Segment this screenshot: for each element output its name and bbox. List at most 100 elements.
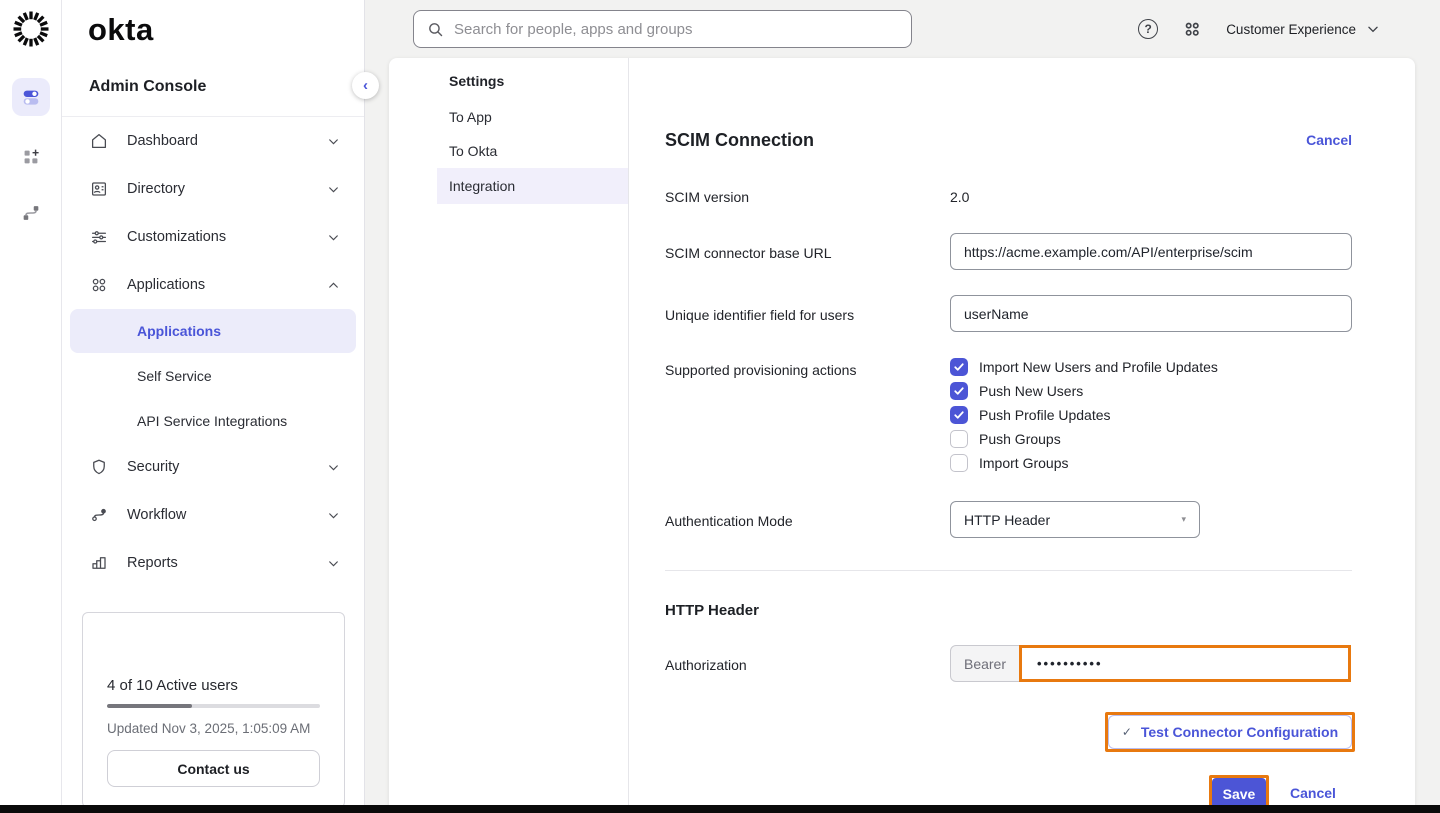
auth-mode-select[interactable]: HTTP Header ▾ [950,501,1200,538]
subnav-item-integration[interactable]: Integration [437,168,628,204]
sidebar-item-label: Reports [127,555,178,571]
search-input[interactable] [454,20,898,38]
checkbox-push-new-users[interactable]: Push New Users [950,382,1218,400]
sidebar-item-dashboard[interactable]: Dashboard [62,117,364,165]
product-title: Admin Console [89,78,207,95]
test-connector-button[interactable]: ✓ Test Connector Configuration [1108,715,1352,749]
active-users-card: 4 of 10 Active users Updated Nov 3, 2025… [82,612,345,808]
sidebar-item-security[interactable]: Security [62,443,364,491]
content-panel: Settings To App To Okta Integration SCIM… [389,58,1415,813]
scim-version-label: SCIM version [665,189,750,205]
app-switcher-icon[interactable] [1182,19,1202,39]
sidebar-item-workflow[interactable]: Workflow [62,491,364,539]
chevron-down-icon [1366,22,1380,36]
checkbox-checked-icon[interactable] [950,406,968,424]
http-header-section-title: HTTP Header [665,602,759,619]
unique-identifier-input[interactable] [950,295,1352,332]
icon-rail [0,0,62,813]
checkbox-unchecked-icon[interactable] [950,430,968,448]
checkbox-checked-icon[interactable] [950,382,968,400]
checkbox-import-groups[interactable]: Import Groups [950,454,1218,472]
sidebar-item-label: Security [127,459,180,475]
bearer-prefix: Bearer [950,645,1020,682]
save-button[interactable]: Save [1212,778,1266,809]
bearer-token-input[interactable] [1019,645,1351,682]
sidebar-subitem-applications[interactable]: Applications [70,309,356,353]
screen-edge-bar [0,805,1440,813]
sidebar-item-directory[interactable]: Directory [62,165,364,213]
directory-icon [90,180,108,198]
checkbox-push-profile-updates[interactable]: Push Profile Updates [950,406,1218,424]
chevron-down-icon [327,135,340,148]
topbar-actions: ? Customer Experience [1138,0,1380,58]
sidebar-item-reports[interactable]: Reports [62,539,364,587]
check-icon: ✓ [1121,725,1132,739]
auth-mode-value: HTTP Header [964,511,1051,528]
main-area: ? Customer Experience Settings To App To… [366,0,1440,813]
checkbox-push-groups[interactable]: Push Groups [950,430,1218,448]
chevron-up-icon [327,279,340,292]
subnav-divider [628,58,629,813]
checkbox-unchecked-icon[interactable] [950,454,968,472]
sidebar: okta Admin Console Dashboard Directory [62,0,365,813]
subnav-item-to-app[interactable]: To App [449,109,492,125]
auth-mode-label: Authentication Mode [665,513,793,529]
subnav-header: Settings [449,73,505,89]
dropdown-arrow-icon: ▾ [1181,514,1186,524]
sidebar-subitem-self-service[interactable]: Self Service [62,353,364,398]
org-name: Customer Experience [1226,21,1356,37]
sidebar-subitem-label: Applications [137,323,222,339]
checkbox-import-new-users[interactable]: Import New Users and Profile Updates [950,358,1218,376]
checkbox-checked-icon[interactable] [950,358,968,376]
base-url-input[interactable] [950,233,1352,270]
home-icon [90,132,108,150]
okta-wordmark: okta [88,12,154,47]
search-icon [427,21,444,38]
unique-identifier-label: Unique identifier field for users [665,307,855,323]
grid-plus-icon [20,146,42,168]
settings-subnav: Settings To App To Okta Integration [437,58,628,204]
sidebar-item-label: Workflow [127,507,187,523]
cancel-link-bottom[interactable]: Cancel [1290,785,1336,801]
scim-version-value: 2.0 [950,189,970,205]
okta-aura-logo-icon [10,8,52,50]
sidebar-item-applications[interactable]: Applications [62,261,364,309]
provisioning-actions-label: Supported provisioning actions [665,362,857,378]
sidebar-item-label: Applications [127,277,206,293]
sidebar-item-customizations[interactable]: Customizations [62,213,364,261]
add-apps-rail-button[interactable] [12,138,50,176]
apps-grid-icon [90,276,108,294]
test-connector-highlight: ✓ Test Connector Configuration [1105,712,1355,752]
help-icon[interactable]: ? [1138,19,1159,39]
sidebar-collapse-button[interactable]: ‹ [352,72,379,99]
active-users-progress-bar [107,704,320,708]
workflow-icon [90,506,108,524]
sidebar-subitem-api-service-integrations[interactable]: API Service Integrations [62,398,364,443]
org-switcher[interactable]: Customer Experience [1226,22,1380,37]
sidebar-nav: Dashboard Directory Customizations [62,117,364,587]
authorization-label: Authorization [665,657,747,673]
chevron-down-icon [327,231,340,244]
connector-flow-icon [20,202,42,224]
sliders-icon [90,228,108,246]
sidebar-header: okta Admin Console [62,0,364,117]
scim-connection-form: SCIM Connection Cancel SCIM version 2.0 … [665,58,1355,813]
cancel-link-top[interactable]: Cancel [1306,132,1352,148]
provisioning-options: Import New Users and Profile Updates Pus… [950,358,1218,472]
shield-icon [90,458,108,476]
sidebar-subitem-label: API Service Integrations [137,412,288,429]
sidebar-item-label: Customizations [127,229,227,245]
chevron-down-icon [327,461,340,474]
workflows-rail-button[interactable] [12,194,50,232]
admin-console-rail-button[interactable] [12,78,50,116]
authorization-input-group: Bearer [950,645,1351,682]
chevron-down-icon [327,183,340,196]
chevron-down-icon [327,509,340,522]
subnav-item-to-okta[interactable]: To Okta [449,143,498,159]
bar-chart-icon [90,554,108,572]
global-search[interactable] [413,10,912,48]
active-users-text: 4 of 10 Active users [107,677,238,694]
progress-fill [107,704,193,708]
sidebar-subitem-label: Self Service [137,367,212,384]
contact-us-button[interactable]: Contact us [107,750,320,787]
